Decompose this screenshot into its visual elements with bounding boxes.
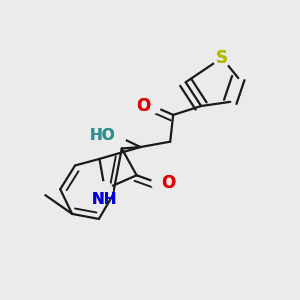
Text: O: O — [136, 97, 151, 115]
Text: O: O — [161, 174, 176, 192]
Text: O: O — [161, 174, 176, 192]
Circle shape — [146, 99, 160, 113]
Text: HO: HO — [89, 128, 115, 143]
Text: S: S — [216, 49, 228, 67]
Text: S: S — [216, 49, 228, 67]
Text: NH: NH — [92, 192, 118, 207]
Circle shape — [213, 49, 231, 67]
Text: O: O — [136, 97, 151, 115]
Text: NH: NH — [92, 192, 118, 207]
Circle shape — [98, 182, 112, 197]
Circle shape — [107, 126, 126, 145]
Text: HO: HO — [89, 128, 115, 143]
Circle shape — [152, 176, 166, 191]
